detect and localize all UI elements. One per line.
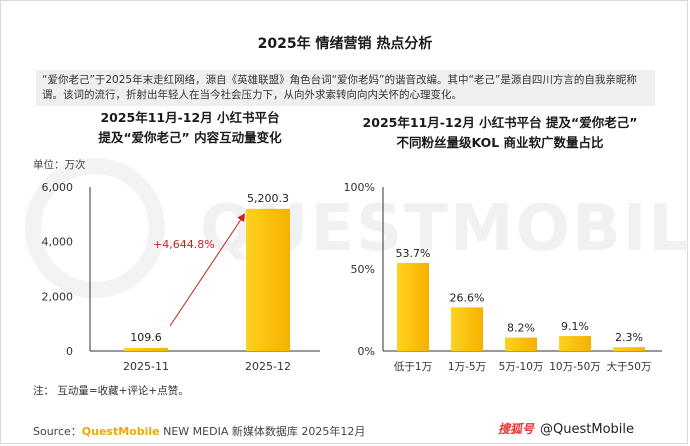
right-chart-title: 2025年11月-12月 小红书平台 提及“爱你老己” 不同粉丝量级KOL 商业… xyxy=(335,113,665,153)
x-tick-label: 5万-10万 xyxy=(499,361,544,373)
growth-annotation: +4,644.8% xyxy=(153,238,215,251)
x-tick-label: 2025-11 xyxy=(123,360,169,373)
right-chart-title-line1: 2025年11月-12月 小红书平台 提及“爱你老己” xyxy=(362,115,638,130)
data-label: 8.2% xyxy=(507,322,535,335)
x-tick-label: 低于1万 xyxy=(394,360,432,373)
footnote: 注： 互动量=收藏+评论+点赞。 xyxy=(33,385,189,397)
x-tick-label: 2025-12 xyxy=(245,360,291,373)
left-chart-title-line1: 2025年11月-12月 小红书平台 xyxy=(100,110,280,125)
right-chart-title-line2: 不同粉丝量级KOL 商业软广数量占比 xyxy=(396,135,604,150)
y-tick-label: 0% xyxy=(358,345,375,358)
data-label: 109.6 xyxy=(130,331,162,344)
bar xyxy=(124,348,168,351)
y-tick-label: 0 xyxy=(66,345,73,358)
x-tick-label: 大于50万 xyxy=(607,360,652,373)
growth-arrow xyxy=(169,213,246,327)
source-label: Source： xyxy=(33,425,82,438)
left-chart-unit: 单位：万次 xyxy=(33,159,86,171)
page-title: 2025年 情绪营销 热点分析 xyxy=(257,36,433,52)
y-tick-label: 4,000 xyxy=(42,236,74,249)
bar xyxy=(505,337,537,351)
source-line: Source：QuestMobile NEW MEDIA 新媒体数据库 2025… xyxy=(33,423,365,439)
credit-text: @QuestMobile xyxy=(540,422,634,437)
credit: 搜狐号 @QuestMobile xyxy=(498,420,634,437)
data-label: 53.7% xyxy=(396,247,431,260)
data-label: 2.3% xyxy=(615,331,643,344)
data-label: 26.6% xyxy=(450,291,485,304)
data-label: 5,200.3 xyxy=(247,192,289,205)
source-brand: QuestMobile xyxy=(81,425,160,438)
data-label: 9.1% xyxy=(561,320,589,333)
y-tick-label: 2,000 xyxy=(42,290,74,303)
bar xyxy=(559,336,591,351)
bar xyxy=(397,262,429,351)
x-tick-label: 10万-50万 xyxy=(549,361,601,373)
y-tick-label: 6,000 xyxy=(42,181,74,194)
sohu-logo: 搜狐号 xyxy=(498,422,535,436)
intro-text: “爱你老己”于2025年末走红网络，源自《英雄联盟》角色台词“爱你老妈”的谐音改… xyxy=(36,70,655,106)
left-chart-title-line2: 提及“爱你老己” 内容互动量变化 xyxy=(98,130,282,145)
x-tick-label: 1万-5万 xyxy=(448,361,486,373)
bar xyxy=(451,307,483,351)
y-tick-label: 100% xyxy=(344,181,375,194)
bar xyxy=(613,347,645,351)
source-rest: NEW MEDIA 新媒体数据库 2025年12月 xyxy=(159,425,366,438)
left-chart-title: 2025年11月-12月 小红书平台 提及“爱你老己” 内容互动量变化 xyxy=(40,108,340,148)
y-tick-label: 50% xyxy=(351,263,375,276)
bar xyxy=(246,208,290,351)
